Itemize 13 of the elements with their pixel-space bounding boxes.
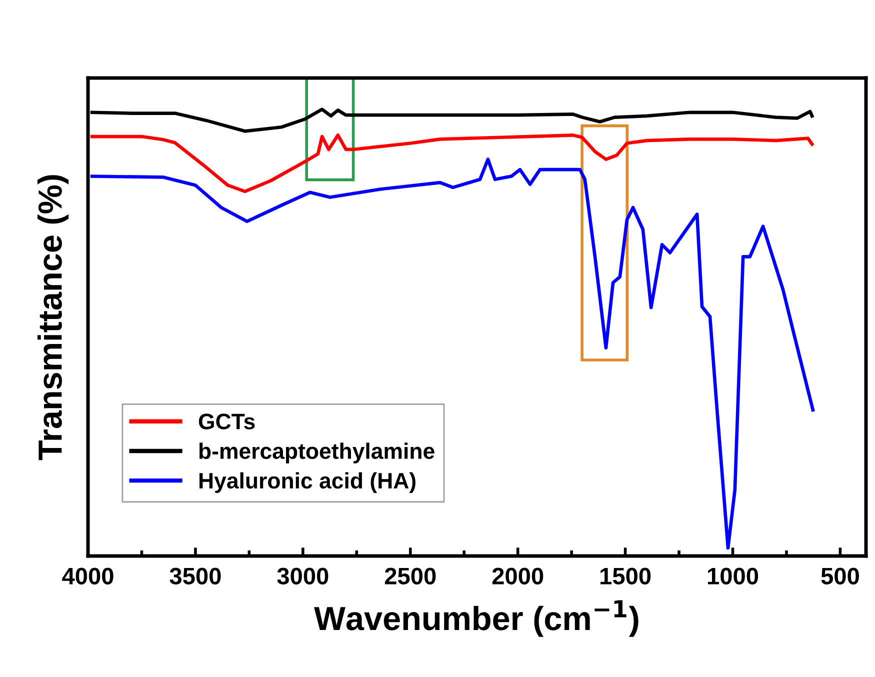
legend-label: Hyaluronic acid (HA) xyxy=(199,472,416,493)
x-tick-label: 1500 xyxy=(600,568,651,584)
x-tick-label: 2000 xyxy=(492,568,544,584)
y-axis-title: Transmittance (%) xyxy=(37,175,69,460)
x-tick-label: 4000 xyxy=(62,568,114,584)
legend-label: GCTs xyxy=(198,414,255,430)
legend-label: b-mercaptoethylamine xyxy=(199,442,434,464)
x-tick-label: 500 xyxy=(821,568,859,584)
x-axis-title: Wavenumber (cm$^{−1}$) xyxy=(314,600,638,637)
x-tick-label: 3500 xyxy=(170,568,221,584)
x-tick-label: 3000 xyxy=(277,568,328,584)
x-tick-label: 1000 xyxy=(708,568,758,584)
x-tick-label: 2500 xyxy=(384,568,436,584)
